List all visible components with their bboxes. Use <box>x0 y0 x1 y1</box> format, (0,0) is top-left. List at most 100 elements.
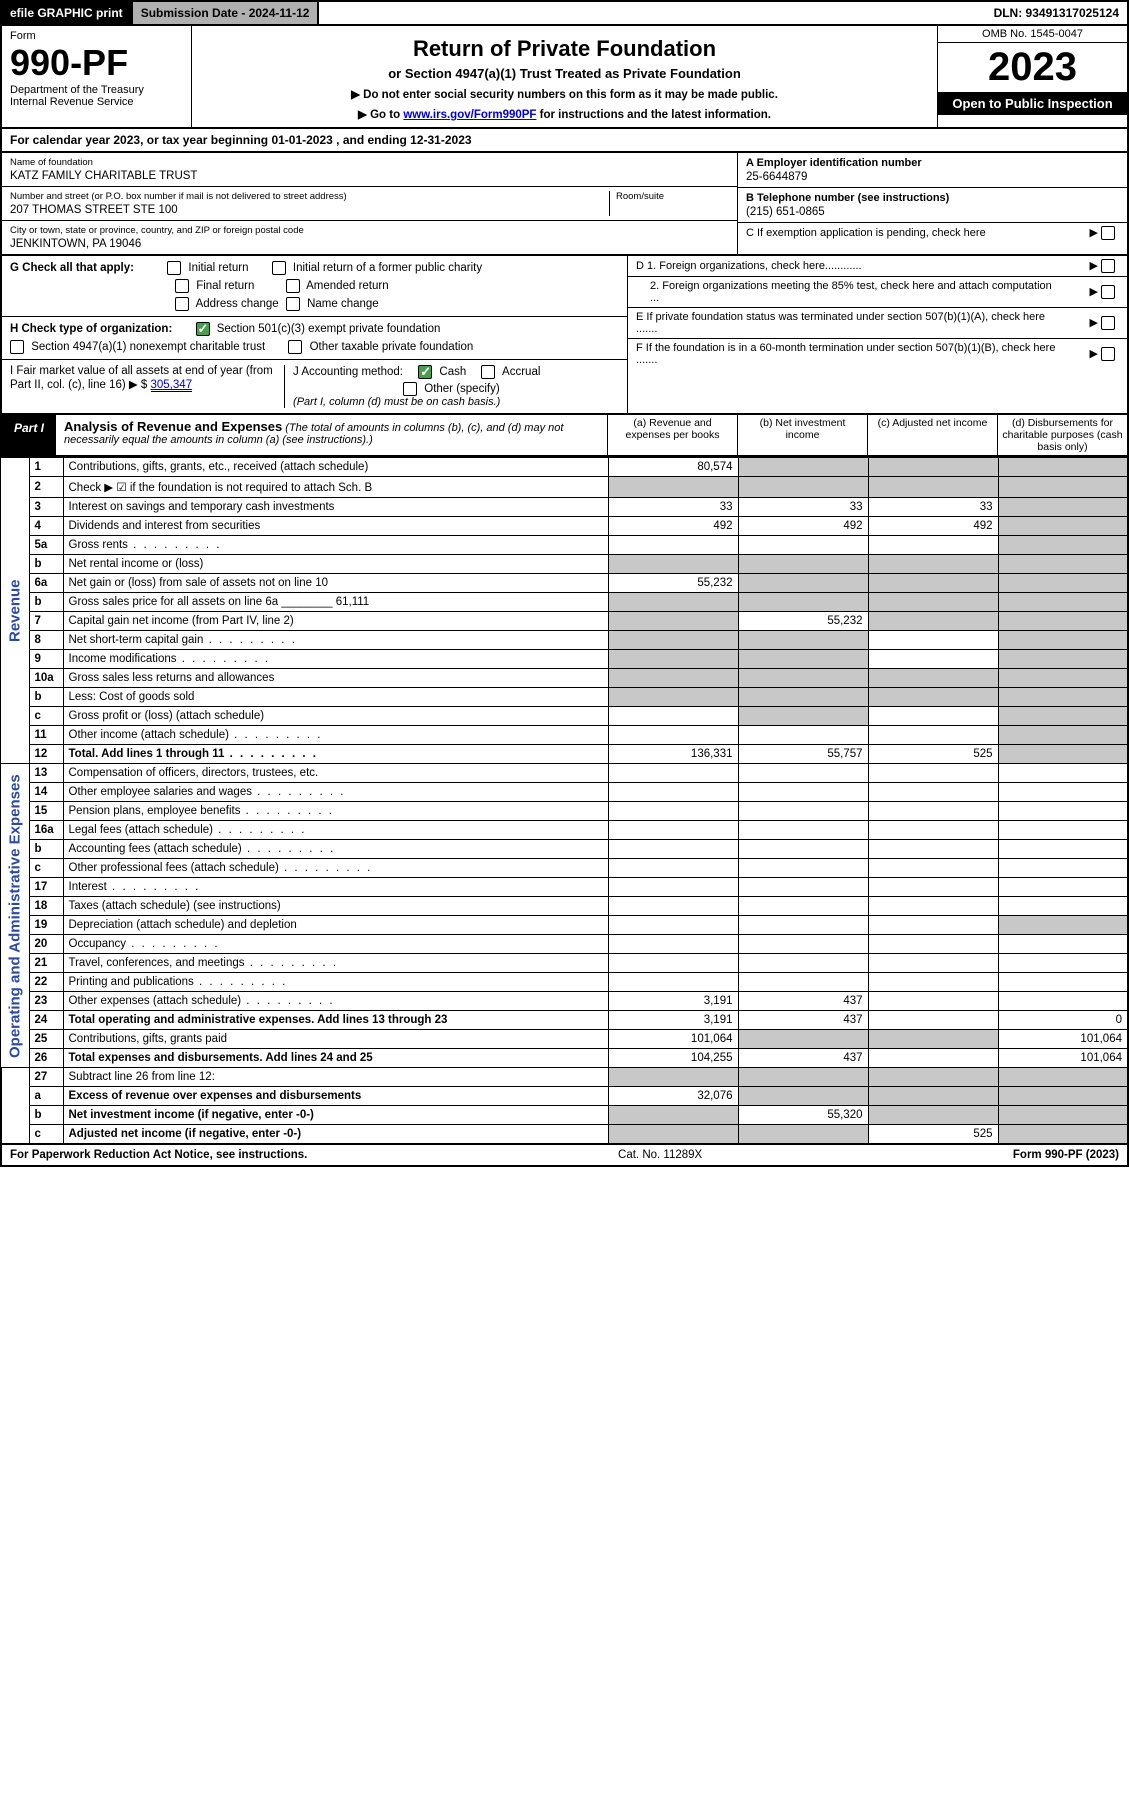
name-label: Name of foundation <box>10 157 729 168</box>
value-cell <box>868 536 998 555</box>
line-number: 9 <box>29 650 63 669</box>
cb-f[interactable] <box>1101 347 1115 361</box>
cb-initial-public[interactable] <box>272 261 286 275</box>
cb-d2[interactable] <box>1101 285 1115 299</box>
value-cell <box>868 840 998 859</box>
calendar-year-line: For calendar year 2023, or tax year begi… <box>0 129 1129 153</box>
form-title: Return of Private Foundation <box>204 36 925 62</box>
part1-title: Analysis of Revenue and Expenses <box>64 419 282 434</box>
value-cell <box>608 631 738 650</box>
value-cell <box>738 821 868 840</box>
table-row: 21Travel, conferences, and meetings <box>1 954 1128 973</box>
col-a-head: (a) Revenue and expenses per books <box>607 415 737 455</box>
cb-501c3[interactable] <box>196 322 210 336</box>
value-cell <box>868 878 998 897</box>
cb-4947[interactable] <box>10 340 24 354</box>
value-cell <box>998 517 1128 536</box>
part1-header: Part I Analysis of Revenue and Expenses … <box>0 415 1129 457</box>
f-label: F If the foundation is in a 60-month ter… <box>636 342 1056 366</box>
submission-date: Submission Date - 2024-11-12 <box>131 2 320 24</box>
header-center: Return of Private Foundation or Section … <box>192 26 937 127</box>
footer-mid: Cat. No. 11289X <box>618 1149 702 1161</box>
irs-link[interactable]: www.irs.gov/Form990PF <box>403 109 536 121</box>
table-row: 18Taxes (attach schedule) (see instructi… <box>1 897 1128 916</box>
city-value: JENKINTOWN, PA 19046 <box>10 236 729 250</box>
cb-e[interactable] <box>1101 316 1115 330</box>
cb-other-method[interactable] <box>403 382 417 396</box>
c-checkbox[interactable] <box>1101 226 1115 240</box>
line-number: 5a <box>29 536 63 555</box>
cb-other-taxable[interactable] <box>288 340 302 354</box>
cb-d1[interactable] <box>1101 259 1115 273</box>
line-desc: Other income (attach schedule) <box>63 726 608 745</box>
checks-block: G Check all that apply: Initial return I… <box>0 256 1129 415</box>
line-desc: Accounting fees (attach schedule) <box>63 840 608 859</box>
value-cell <box>998 783 1128 802</box>
value-cell <box>738 802 868 821</box>
value-cell <box>738 764 868 783</box>
form-label: Form <box>10 30 183 42</box>
cb-final-return[interactable] <box>175 279 189 293</box>
value-cell <box>868 859 998 878</box>
value-cell <box>738 878 868 897</box>
table-row: 27Subtract line 26 from line 12: <box>1 1068 1128 1087</box>
g-opt-5: Name change <box>307 298 379 310</box>
value-cell <box>868 631 998 650</box>
cb-initial-return[interactable] <box>167 261 181 275</box>
line-desc: Less: Cost of goods sold <box>63 688 608 707</box>
part1-table: Revenue1Contributions, gifts, grants, et… <box>0 457 1129 1145</box>
value-cell <box>738 1068 868 1087</box>
line-number: b <box>29 688 63 707</box>
line-desc: Taxes (attach schedule) (see instruction… <box>63 897 608 916</box>
line-number: 21 <box>29 954 63 973</box>
col-c-head: (c) Adjusted net income <box>867 415 997 455</box>
line-desc: Total operating and administrative expen… <box>63 1011 608 1030</box>
table-row: 2Check ▶ ☑ if the foundation is not requ… <box>1 477 1128 498</box>
value-cell <box>608 859 738 878</box>
value-cell: 33 <box>608 498 738 517</box>
line-number: 4 <box>29 517 63 536</box>
line-number: b <box>29 593 63 612</box>
value-cell <box>998 498 1128 517</box>
value-cell <box>998 897 1128 916</box>
cb-address-change[interactable] <box>175 297 189 311</box>
cb-cash[interactable] <box>418 365 432 379</box>
table-row: bGross sales price for all assets on lin… <box>1 593 1128 612</box>
omb-label: OMB No. 1545-0047 <box>938 26 1127 43</box>
value-cell <box>608 612 738 631</box>
tax-year: 2023 <box>938 43 1127 92</box>
table-row: bNet rental income or (loss) <box>1 555 1128 574</box>
line-number: 1 <box>29 458 63 477</box>
line-desc: Other employee salaries and wages <box>63 783 608 802</box>
value-cell <box>868 992 998 1011</box>
value-cell <box>868 650 998 669</box>
line-number: 2 <box>29 477 63 498</box>
line-number: 16a <box>29 821 63 840</box>
value-cell <box>868 954 998 973</box>
efile-label[interactable]: efile GRAPHIC print <box>2 2 131 24</box>
c-pending: C If exemption application is pending, c… <box>738 223 1127 243</box>
value-cell <box>608 726 738 745</box>
cb-accrual[interactable] <box>481 365 495 379</box>
value-cell <box>868 1030 998 1049</box>
value-cell <box>998 859 1128 878</box>
value-cell: 33 <box>738 498 868 517</box>
foundation-name: KATZ FAMILY CHARITABLE TRUST <box>10 168 729 182</box>
note-link: ▶ Go to www.irs.gov/Form990PF for instru… <box>204 107 925 121</box>
j-cash: Cash <box>439 366 466 378</box>
value-cell <box>998 1125 1128 1145</box>
line-desc: Net rental income or (loss) <box>63 555 608 574</box>
table-row: 8Net short-term capital gain <box>1 631 1128 650</box>
value-cell: 437 <box>738 1011 868 1030</box>
i-value[interactable]: 305,347 <box>151 379 193 392</box>
cb-name-change[interactable] <box>286 297 300 311</box>
table-row: 19Depreciation (attach schedule) and dep… <box>1 916 1128 935</box>
line-desc: Net short-term capital gain <box>63 631 608 650</box>
value-cell <box>738 1030 868 1049</box>
value-cell: 33 <box>868 498 998 517</box>
address-cell: Number and street (or P.O. box number if… <box>2 187 737 221</box>
value-cell <box>998 536 1128 555</box>
address: 207 THOMAS STREET STE 100 <box>10 202 609 216</box>
cb-amended[interactable] <box>286 279 300 293</box>
table-row: cOther professional fees (attach schedul… <box>1 859 1128 878</box>
